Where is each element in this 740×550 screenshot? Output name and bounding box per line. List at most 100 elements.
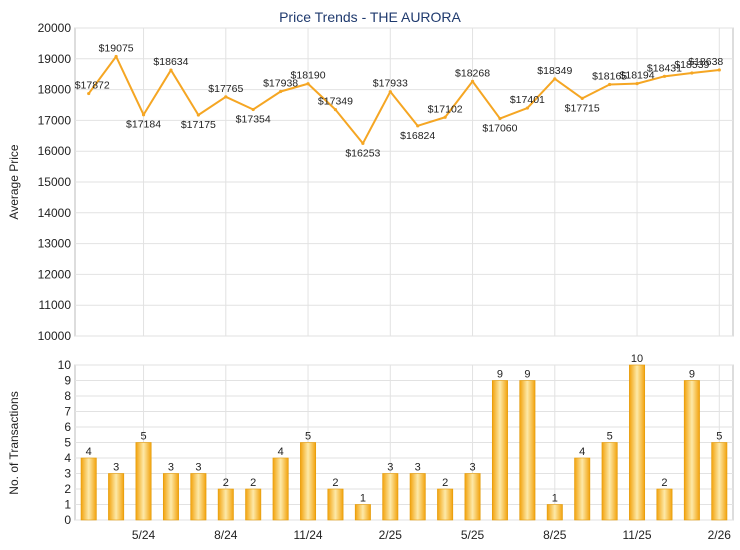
transactions-tick-label: 9 xyxy=(64,374,71,388)
transaction-bar xyxy=(683,380,700,521)
price-tick-label: 13000 xyxy=(38,237,72,251)
price-data-label: $16253 xyxy=(345,147,380,159)
transaction-bar xyxy=(519,380,536,521)
transaction-bar xyxy=(162,473,179,521)
transactions-tick-label: 5 xyxy=(64,436,71,450)
transactions-tick-label: 8 xyxy=(64,389,71,403)
transaction-count-label: 9 xyxy=(689,369,695,381)
transaction-bar xyxy=(80,457,97,521)
price-tick-label: 20000 xyxy=(38,21,72,35)
transactions-tick-label: 10 xyxy=(58,358,72,372)
transaction-bar xyxy=(656,488,673,521)
transaction-bar xyxy=(354,504,371,521)
price-data-label: $18190 xyxy=(291,70,326,82)
price-tick-label: 18000 xyxy=(38,83,72,97)
price-point xyxy=(196,113,200,117)
transaction-bar xyxy=(190,473,207,521)
transaction-count-label: 4 xyxy=(86,446,92,458)
transaction-bar xyxy=(327,488,344,521)
price-point xyxy=(525,106,529,110)
price-tick-label: 14000 xyxy=(38,206,72,220)
transaction-count-label: 5 xyxy=(140,431,146,443)
price-point xyxy=(224,95,228,99)
transaction-count-label: 5 xyxy=(607,431,613,443)
price-data-label: $18349 xyxy=(537,65,572,77)
x-tick-label: 11/25 xyxy=(622,528,651,542)
transactions-tick-label: 6 xyxy=(64,420,71,434)
price-data-label: $17349 xyxy=(318,96,353,108)
x-tick-label: 8/24 xyxy=(214,528,238,542)
transactions-tick-label: 0 xyxy=(64,513,71,527)
price-point xyxy=(416,124,420,128)
transaction-bar xyxy=(300,442,317,521)
price-data-label: $17765 xyxy=(208,83,243,95)
price-point xyxy=(470,79,475,83)
price-point xyxy=(279,89,283,94)
price-point xyxy=(443,115,447,119)
transactions-tick-label: 4 xyxy=(64,451,71,465)
price-tick-label: 16000 xyxy=(38,144,72,158)
transaction-count-label: 5 xyxy=(716,431,722,443)
transaction-bar xyxy=(629,364,646,521)
transaction-count-label: 3 xyxy=(387,462,393,474)
transaction-count-label: 9 xyxy=(524,369,530,381)
transaction-bar xyxy=(491,380,508,521)
price-point xyxy=(580,96,584,100)
x-tick-label: 5/25 xyxy=(461,528,485,542)
price-point xyxy=(690,71,694,75)
transaction-bar xyxy=(245,488,262,521)
price-data-label: $17872 xyxy=(75,80,110,92)
price-data-label: $19075 xyxy=(99,42,134,54)
price-data-label: $17184 xyxy=(126,119,161,131)
price-tick-label: 12000 xyxy=(38,267,72,281)
x-tick-label: 5/24 xyxy=(132,528,156,542)
price-axis-title: Average Price xyxy=(7,144,21,219)
transaction-bar xyxy=(409,473,426,521)
price-line-plot: 10000 11000 12000 13000 14000 15000 16000 17000… xyxy=(38,21,734,343)
chart-title: Price Trends - THE AURORA xyxy=(279,9,461,25)
x-tick-label: 2/25 xyxy=(379,528,403,542)
transaction-bar xyxy=(711,442,728,521)
price-data-label: $17401 xyxy=(510,94,545,106)
price-data-label: $18268 xyxy=(455,67,490,79)
price-point xyxy=(553,77,557,81)
transaction-bar xyxy=(272,457,289,521)
price-series-line xyxy=(87,55,720,145)
price-tick-label: 10000 xyxy=(38,329,72,343)
price-point xyxy=(608,82,612,87)
transaction-bar xyxy=(601,442,618,521)
transaction-count-label: 3 xyxy=(168,462,174,474)
transactions-tick-label: 2 xyxy=(64,482,71,496)
price-point xyxy=(333,108,338,112)
price-point xyxy=(635,82,639,86)
transaction-count-label: 3 xyxy=(469,462,475,474)
transaction-bar xyxy=(108,473,125,521)
transaction-count-label: 2 xyxy=(223,477,229,489)
price-data-label: $17102 xyxy=(428,103,463,115)
price-point xyxy=(169,68,173,72)
price-point xyxy=(388,90,392,94)
price-point xyxy=(306,82,310,86)
price-data-label: $16824 xyxy=(400,130,435,142)
price-data-label: $17715 xyxy=(565,102,600,114)
transaction-bar xyxy=(464,473,481,521)
transactions-tick-label: 1 xyxy=(64,498,71,512)
transaction-count-label: 2 xyxy=(442,477,448,489)
price-point xyxy=(114,54,118,59)
x-tick-label: 11/24 xyxy=(293,528,322,542)
price-data-label: $18165 xyxy=(592,71,627,83)
price-data-label: $18539 xyxy=(674,59,709,71)
price-point xyxy=(361,141,365,146)
price-data-label: $18638 xyxy=(688,56,723,68)
transaction-bar xyxy=(382,473,399,521)
transaction-count-label: 3 xyxy=(113,462,119,474)
transactions-tick-label: 7 xyxy=(64,405,71,419)
transaction-bar xyxy=(546,504,563,521)
transaction-count-label: 3 xyxy=(195,462,201,474)
price-data-label: $17354 xyxy=(236,113,271,125)
transaction-count-label: 10 xyxy=(631,353,643,365)
price-data-label: $17938 xyxy=(263,78,298,90)
price-point xyxy=(498,116,502,121)
price-data-label: $17060 xyxy=(482,123,517,135)
